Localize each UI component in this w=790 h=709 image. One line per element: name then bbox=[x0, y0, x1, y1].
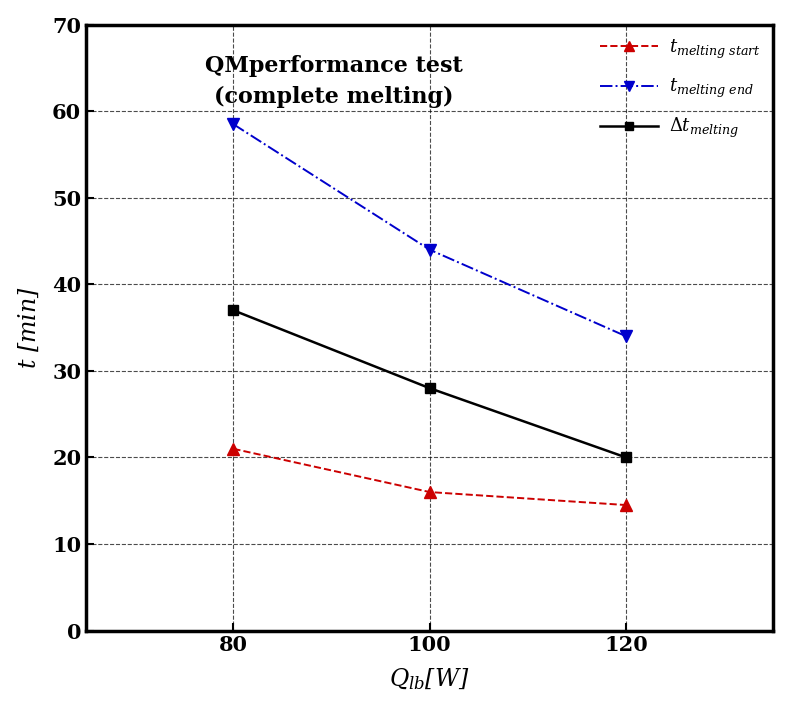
Text: QMperformance test
(complete melting): QMperformance test (complete melting) bbox=[205, 55, 462, 108]
Legend: $t_{melting\ start}$, $t_{melting\ end}$, $\Delta t_{melting}$: $t_{melting\ start}$, $t_{melting\ end}$… bbox=[592, 30, 768, 147]
X-axis label: $Q_{lb}$[W]: $Q_{lb}$[W] bbox=[389, 666, 470, 692]
Y-axis label: $t$ [min]: $t$ [min] bbox=[17, 286, 41, 369]
